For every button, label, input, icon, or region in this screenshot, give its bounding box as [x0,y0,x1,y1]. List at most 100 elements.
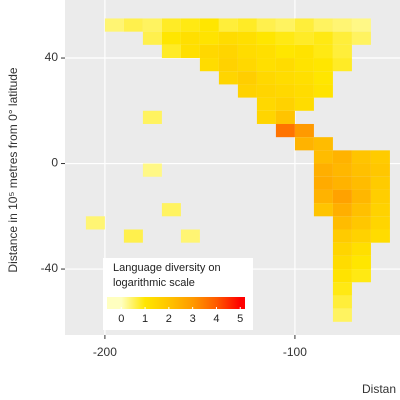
cell [275,44,295,59]
cell [332,150,352,164]
cell [256,44,276,59]
cell [275,123,295,138]
cell [218,71,238,85]
y-tick-label: 0 [51,156,58,170]
cell [294,84,314,98]
cell [313,58,333,72]
colorbar-tick-label: 1 [142,313,148,325]
cell [294,71,314,85]
cell [237,44,257,59]
colorbar-tick-label: 0 [118,313,124,325]
cell [180,229,200,243]
cell [351,31,371,45]
cell [218,44,238,59]
cell [237,84,257,98]
cell [256,110,276,124]
cell [332,176,352,190]
cell [332,295,352,309]
cell [332,229,352,243]
cell [332,242,352,256]
legend-box [103,258,253,330]
cell [351,150,371,164]
y-axis-label: Distance in 10⁵ metres from 0° latitude [6,67,20,273]
cell [370,189,390,204]
cell [275,84,295,98]
cell [332,189,352,204]
cell [294,44,314,59]
cell [370,150,390,164]
cell [142,31,162,45]
cell [275,110,295,124]
cell [161,18,181,32]
cell [199,31,219,45]
colorbar-tick-label: 4 [213,313,219,325]
cell [351,203,371,217]
colorbar [107,297,245,309]
cell [142,163,162,177]
cell [123,229,143,243]
cell [313,44,333,59]
cell [351,163,371,177]
cell [180,44,200,59]
cell [332,269,352,283]
cell [313,71,333,85]
cell [370,163,390,177]
cell [218,31,238,45]
cell [237,18,257,32]
cell [85,216,105,230]
x-axis-label: Distan [362,382,396,396]
cell [332,163,352,177]
cell [351,242,371,256]
cell [332,255,352,270]
cell [313,203,333,217]
cell [237,31,257,45]
cell [313,176,333,190]
cell [313,18,333,32]
cell [199,44,219,59]
cell [351,176,371,190]
cell [294,97,314,111]
cell [199,18,219,32]
cell [313,137,333,151]
cell [351,269,371,283]
cell [218,18,238,32]
cell [370,203,390,217]
cell [256,31,276,45]
cell [275,71,295,85]
cell [123,18,143,32]
cell [313,189,333,204]
x-tick-label: -100 [283,345,307,359]
cell [313,31,333,45]
cell [332,216,352,230]
cell [237,58,257,72]
cell [313,150,333,164]
cell [313,84,333,98]
cell [370,216,390,230]
cell [294,58,314,72]
x-tick-label: -200 [93,345,117,359]
cell [161,203,181,217]
cell [332,308,352,322]
cell [294,31,314,45]
cell [332,18,352,32]
cell [142,110,162,124]
cell [275,97,295,111]
cell [218,58,238,72]
cell [180,31,200,45]
cell [332,203,352,217]
cell [256,71,276,85]
colorbar-tick-label: 3 [190,313,196,325]
cell [161,31,181,45]
cell [256,84,276,98]
cell [275,18,295,32]
cell [351,189,371,204]
cell [237,71,257,85]
cell [351,229,371,243]
cell [294,18,314,32]
cell [332,31,352,45]
legend-title: logarithmic scale [113,277,195,289]
cell [294,137,314,151]
cell [351,255,371,270]
y-tick-label: 40 [45,50,59,64]
